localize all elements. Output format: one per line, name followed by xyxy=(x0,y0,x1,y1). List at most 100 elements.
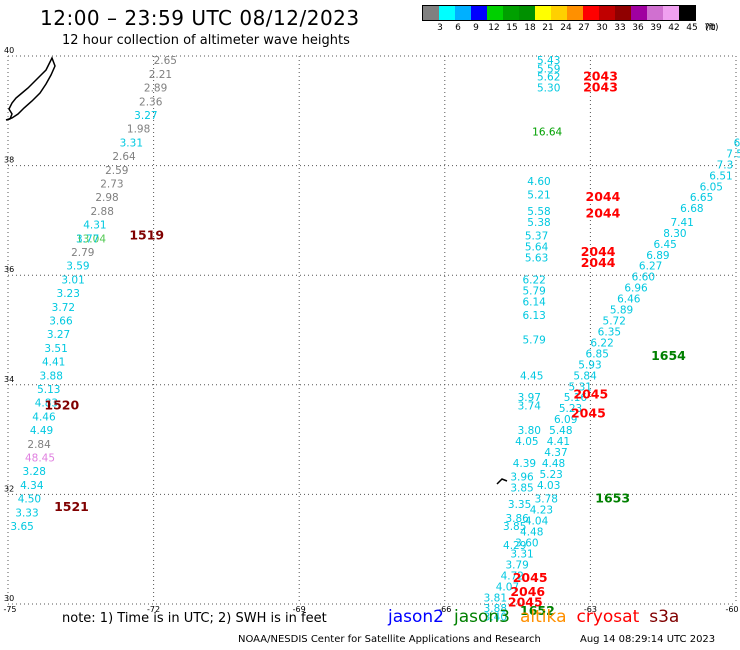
legend-unit: (ft) xyxy=(705,23,719,33)
y-tick-label: 32 xyxy=(4,484,14,493)
wave-height-label: 3.28 xyxy=(23,466,46,478)
wave-height-label: 3.72 xyxy=(52,302,75,314)
wave-height-label: 3.78 xyxy=(535,494,558,506)
satellite-name: altika xyxy=(520,607,567,627)
legend-label: 9 xyxy=(473,23,479,33)
wave-height-label: 5.59 xyxy=(537,63,560,75)
wave-height-label: 4.45 xyxy=(520,370,543,382)
legend-label: 33 xyxy=(614,23,626,33)
satellite-name: cryosat xyxy=(576,607,640,627)
page-title: 12:00 – 23:59 UTC 08/12/2023 xyxy=(40,6,360,30)
wave-height-label: 6.13 xyxy=(522,310,545,322)
buoy-marker-icon xyxy=(496,478,508,485)
wave-height-label: 5.43 xyxy=(537,55,560,67)
wave-height-label: 4.48 xyxy=(520,527,543,539)
wave-height-label: 5.31 xyxy=(569,381,592,393)
legend-swatch xyxy=(679,6,695,20)
wave-height-label: 4.29 xyxy=(503,540,526,552)
wave-height-label: 5.37 xyxy=(525,231,548,243)
wave-height-label: 2.59 xyxy=(105,165,128,177)
legend-label: 6 xyxy=(455,23,461,33)
wave-height-label: 5.79 xyxy=(522,335,545,347)
wave-height-label: 5.62 xyxy=(537,72,560,84)
wave-height-label: 3.77 xyxy=(76,233,99,245)
legend-swatch xyxy=(503,6,519,20)
pass-id-label: 1521 xyxy=(54,499,89,514)
wave-height-points: 2.652.212.892.363.271.983.312.642.592.73… xyxy=(10,55,740,623)
wave-height-label: 5.30 xyxy=(537,83,560,95)
wave-height-label: 3.60 xyxy=(515,537,538,549)
wave-height-label: 5.64 xyxy=(525,242,549,254)
pass-id-label: 1654 xyxy=(651,348,686,363)
wave-height-label: 5.23 xyxy=(559,403,582,415)
pass-id-label: 2043 xyxy=(583,69,618,84)
wave-height-label: 4.31 xyxy=(83,220,106,232)
wave-height-label: 3.31 xyxy=(510,548,533,560)
wave-height-label: 3.97 xyxy=(518,392,541,404)
wave-height-label: 3.74 xyxy=(518,400,542,412)
wave-height-label: 8.30 xyxy=(663,228,686,240)
wave-height-label: 4.07 xyxy=(496,581,519,593)
wave-height-label: 48.45 xyxy=(25,453,55,465)
wave-height-label: 6.35 xyxy=(598,326,621,338)
page-subtitle: 12 hour collection of altimeter wave hei… xyxy=(62,33,350,48)
wave-height-label: 6.96 xyxy=(624,283,648,295)
legend-label: 45 xyxy=(686,23,698,33)
legend-swatch xyxy=(423,6,439,20)
legend-label: 70 xyxy=(704,23,716,33)
wave-height-label: 5.38 xyxy=(527,217,550,229)
coastline-icon xyxy=(5,56,56,121)
wave-height-label: 4.23 xyxy=(530,505,553,517)
wave-height-label: 6.27 xyxy=(639,261,662,273)
color-legend: 3 6 9 12 15 18 21 24 27 30 33 36 39 42 45 70 (ft) xyxy=(422,5,728,35)
pass-id-label: 2043 xyxy=(583,80,618,95)
pass-id-label: 2045 xyxy=(573,387,608,402)
wave-height-label: 3.33 xyxy=(15,507,38,519)
wave-height-label: 5.79 xyxy=(522,285,545,297)
wave-height-label: 4.37 xyxy=(544,447,567,459)
wave-height-label: 7.3 xyxy=(717,159,734,171)
legend-swatch xyxy=(455,6,471,20)
legend-label: 18 xyxy=(524,23,536,33)
y-tick-label: 38 xyxy=(4,156,14,165)
wave-height-label: 7.5 xyxy=(726,148,740,160)
pass-id-label: 2045 xyxy=(571,406,606,421)
wave-height-label: 3.79 xyxy=(505,559,528,571)
wave-height-label: 6.45 xyxy=(653,239,676,251)
pass-id-label: 1520 xyxy=(44,397,79,412)
wave-height-label: 6.46 xyxy=(617,294,641,306)
wave-height-label: 6.89 xyxy=(646,250,669,262)
footnote: note: 1) Time is in UTC; 2) SWH is in fe… xyxy=(62,611,327,626)
pass-id-label: 1652 xyxy=(520,603,555,618)
x-tick-label: -72 xyxy=(147,605,160,614)
wave-height-label: 5.84 xyxy=(573,370,597,382)
wave-height-label: 5.93 xyxy=(578,359,601,371)
wave-height-label: 3.85 xyxy=(510,483,533,495)
wave-height-label: 16.64 xyxy=(532,126,562,138)
legend-swatches xyxy=(422,5,696,21)
legend-label: 39 xyxy=(650,23,662,33)
wave-height-label: 6.22 xyxy=(522,274,545,286)
pass-id-label: 2045 xyxy=(513,570,548,585)
legend-swatch xyxy=(519,6,535,20)
legend-label: 42 xyxy=(668,23,680,33)
wave-height-label: 3.85 xyxy=(503,521,526,533)
wave-height-label: 6.14 xyxy=(522,296,546,308)
wave-height-label: 5.72 xyxy=(603,316,626,328)
y-tick-label: 30 xyxy=(4,594,14,603)
legend-swatch xyxy=(599,6,615,20)
wave-height-label: 4.41 xyxy=(42,357,65,369)
wave-height-label: 4.41 xyxy=(547,436,570,448)
x-tick-label: -63 xyxy=(584,605,597,614)
wave-height-label: 5.48 xyxy=(549,425,572,437)
legend-label: 12 xyxy=(488,23,500,33)
y-tick-label: 40 xyxy=(4,46,14,55)
wave-height-label: 3.31 xyxy=(120,137,143,149)
wave-height-label: 4.04 xyxy=(525,516,549,528)
wave-height-label: 4.50 xyxy=(18,494,41,506)
credit-line: NOAA/NESDIS Center for Satellite Applica… xyxy=(238,634,541,645)
pass-id-label: 2045 xyxy=(508,595,543,610)
lat-lon-grid xyxy=(7,55,737,605)
wave-height-label: 4.39 xyxy=(513,458,536,470)
